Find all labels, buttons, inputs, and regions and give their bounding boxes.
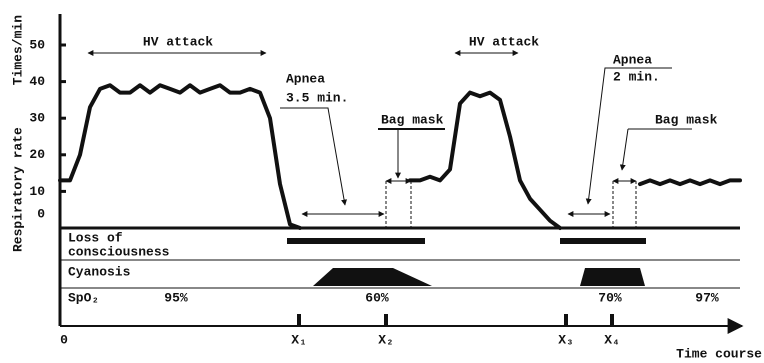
annotation: HV attack	[469, 34, 539, 49]
annotation: Apnea	[286, 71, 325, 86]
y-tick-label: 40	[29, 74, 45, 89]
annotation: Bag mask	[655, 112, 718, 127]
spo2-value: 70%	[598, 290, 622, 305]
annotation: Apnea	[613, 52, 652, 67]
consciousness-bar	[287, 238, 425, 244]
row-label: consciousness	[68, 244, 170, 259]
y-tick-label: 20	[29, 147, 45, 162]
row-label: Cyanosis	[68, 264, 131, 279]
x-marker-label: X₄	[604, 332, 620, 347]
line-series	[58, 83, 742, 230]
annotation: HV attack	[143, 34, 213, 49]
y-unit: Times/min	[10, 15, 25, 85]
y-label: Respiratory rate	[10, 127, 25, 252]
spo2-value: 95%	[164, 290, 188, 305]
annotation: Bag mask	[381, 112, 444, 127]
cyanosis-shape	[313, 268, 432, 286]
row-label: SpO₂	[68, 290, 99, 305]
x-marker-label: 0	[60, 332, 68, 347]
x-label: Time course	[676, 346, 762, 361]
x-marker-label: X₃	[558, 332, 574, 347]
pointer	[619, 128, 629, 171]
y-tick-label: 0	[37, 206, 45, 221]
annotation: 2 min.	[613, 69, 660, 84]
y-tick-label: 50	[29, 37, 45, 52]
pointer	[585, 67, 672, 205]
x-marker-label: X₁	[291, 332, 307, 347]
y-tick-label: 30	[29, 111, 45, 126]
pointer	[280, 107, 348, 206]
row-label: Loss of	[68, 230, 123, 245]
y-tick-label: 10	[29, 184, 45, 199]
annotation: 3.5 min.	[286, 90, 348, 105]
cyanosis-shape	[580, 268, 645, 286]
x-marker-label: X₂	[378, 332, 394, 347]
spo2-value: 97%	[695, 290, 719, 305]
consciousness-bar	[560, 238, 646, 244]
spo2-value: 60%	[365, 290, 389, 305]
